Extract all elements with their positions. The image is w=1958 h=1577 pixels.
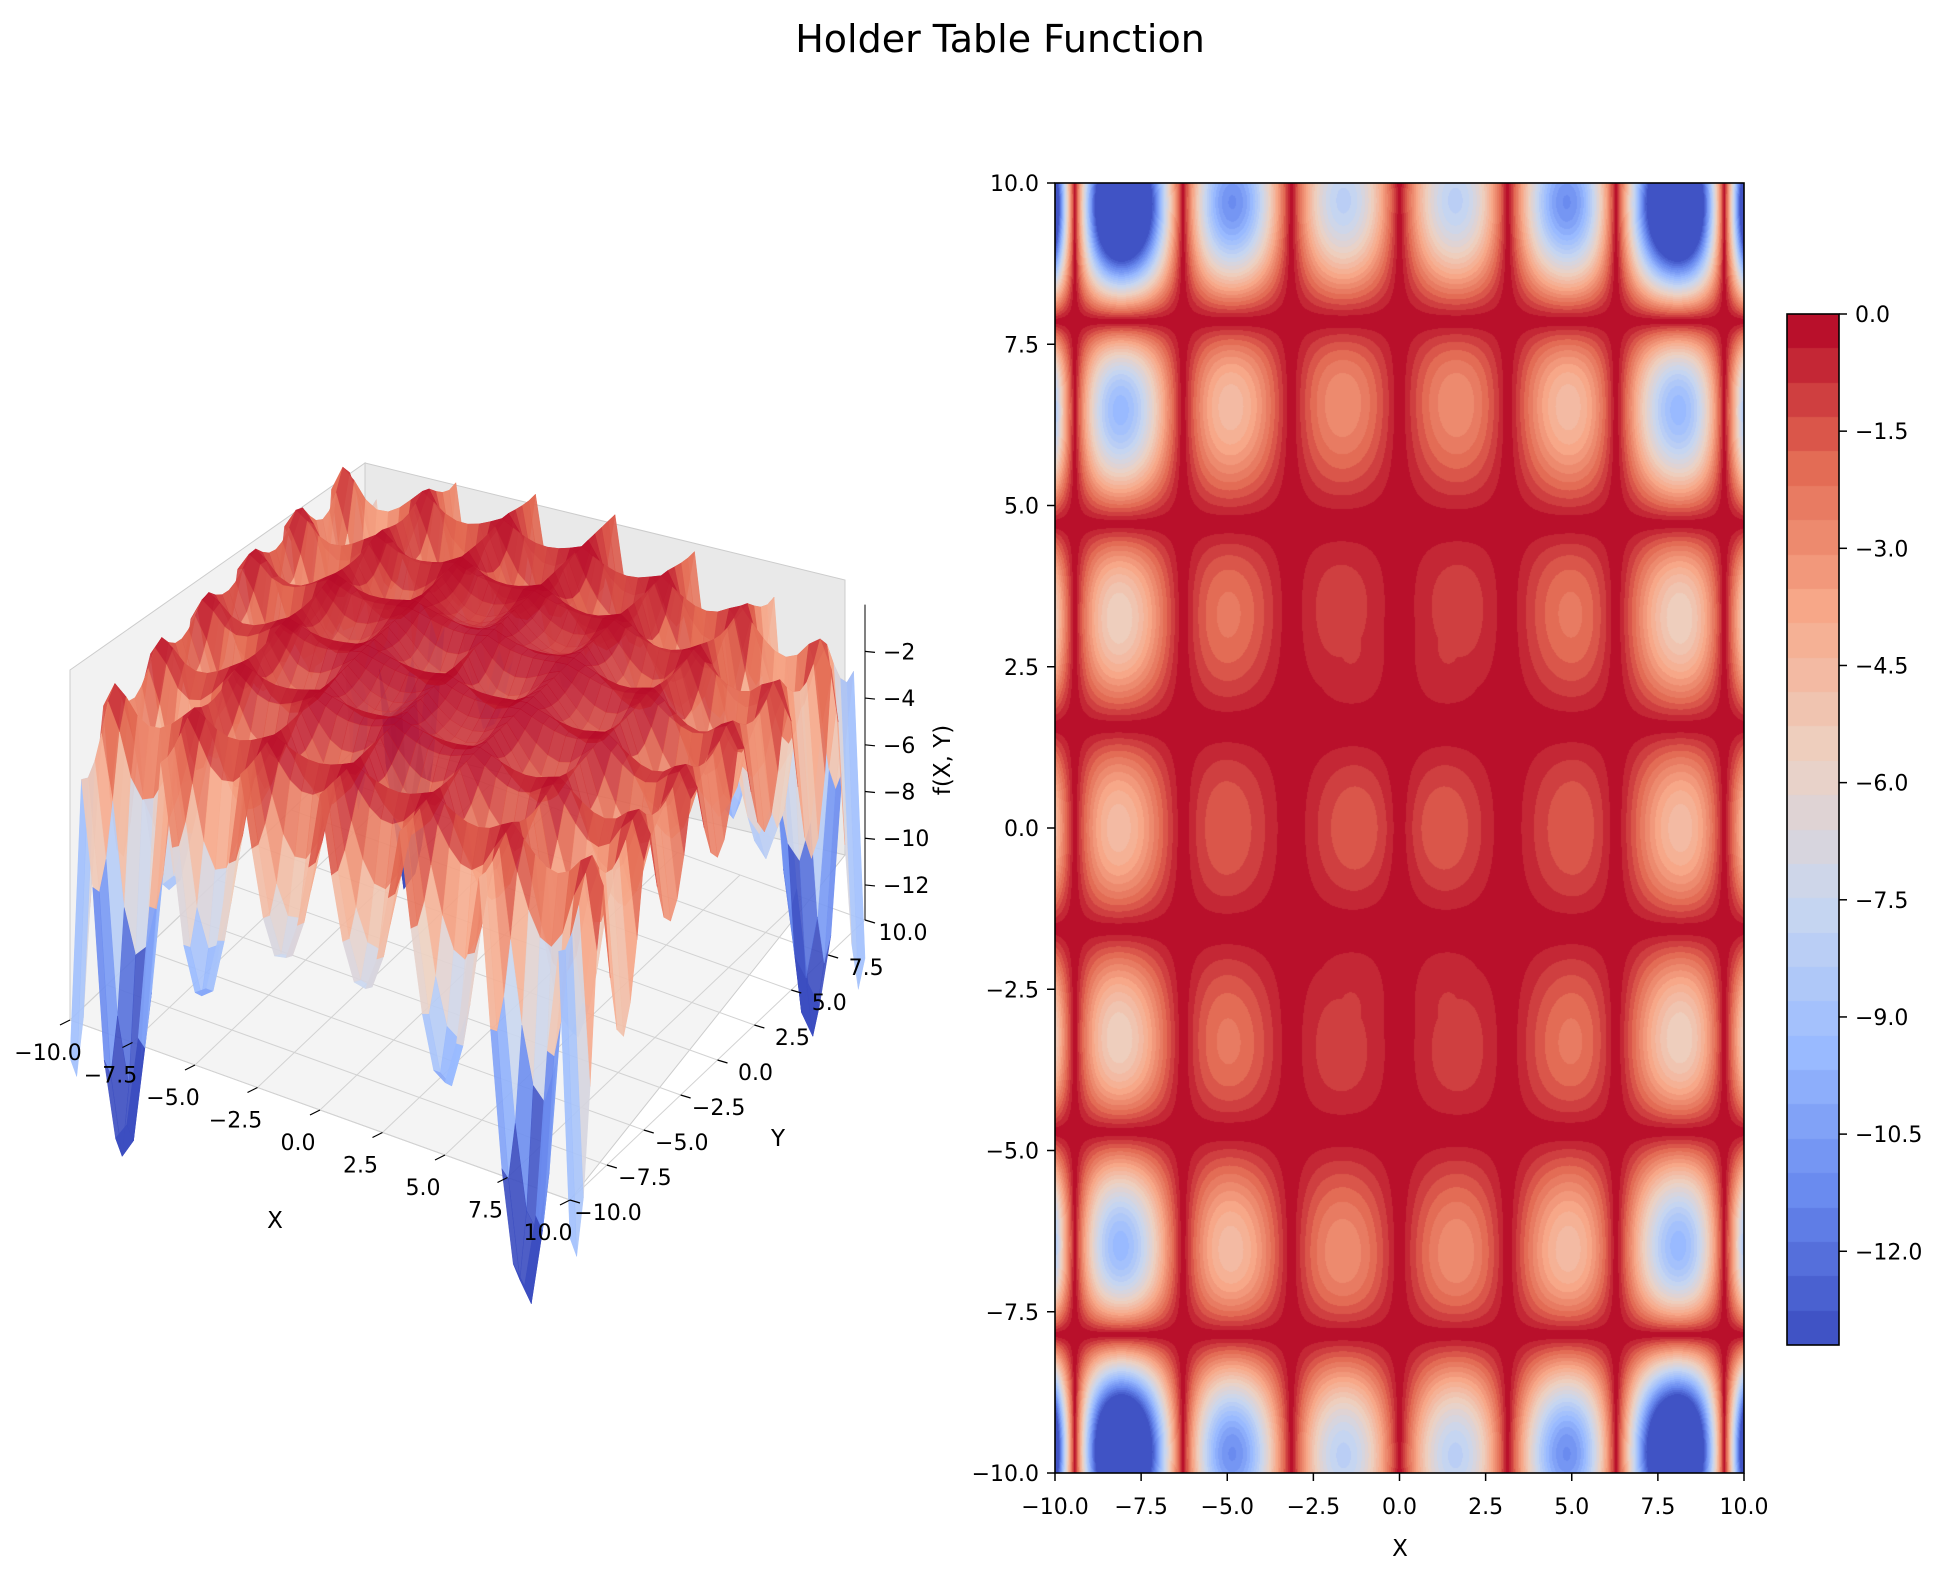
surface-z-tick-mark <box>864 790 876 794</box>
contour-heatmap <box>1055 183 1744 1473</box>
colorbar-tick-label: −6.0 <box>1855 772 1908 797</box>
x-tick-label: 7.5 <box>1640 1495 1675 1520</box>
colorbar-tick-label: −9.0 <box>1855 1006 1908 1031</box>
colorbar-ticks: 0.0 −1.5 −3.0 −4.5 −6.0 −7.5 −9.0 −10.5 −12.0 <box>1839 303 1922 1265</box>
surface-y-tick-label: 0.0 <box>738 1061 773 1086</box>
surface-x-tick-label: −7.5 <box>84 1064 137 1089</box>
surface-y-tick-mark <box>680 1094 691 1099</box>
surface-x-tick-mark <box>59 1019 71 1026</box>
x-tick-label: −5.0 <box>1201 1495 1254 1520</box>
colorbar-tick-label: −10.5 <box>1855 1123 1922 1148</box>
surface-y-axis-label: Y <box>770 1126 786 1152</box>
colorbar-tick-label: −4.5 <box>1855 654 1908 679</box>
surface-x-tick-label: 7.5 <box>468 1199 503 1224</box>
surface-z-tick-label: −12 <box>883 874 929 899</box>
surface-plot-3d: −10.0−7.5−5.0−2.50.02.55.07.510.0−10.0−7… <box>14 462 956 1305</box>
surface-y-tick-mark <box>717 1059 728 1064</box>
surface-x-tick-mark <box>372 1131 383 1139</box>
contour-plot: −10.0 −7.5 −5.0 −2.5 0.0 2.5 5.0 7.5 10.0 10.0 7.… <box>972 172 1923 1562</box>
surface-z-tick-mark <box>864 744 876 747</box>
surface-y-tick-label: 2.5 <box>775 1026 810 1051</box>
surface-z-tick-label: −8 <box>883 781 915 806</box>
y-tick-label: 2.5 <box>1004 656 1039 681</box>
surface-x-tick-label: 2.5 <box>343 1154 378 1179</box>
y-tick-label: 7.5 <box>1004 333 1039 358</box>
surface-y-tick-label: 10.0 <box>879 921 928 946</box>
surface-y-tick-mark <box>827 954 839 959</box>
colorbar-tick-label: −12.0 <box>1855 1240 1922 1265</box>
x-tick-label: 2.5 <box>1468 1495 1503 1520</box>
x-tick-label: 10.0 <box>1720 1495 1769 1520</box>
surface-mesh <box>69 466 866 1305</box>
surface-x-tick-mark <box>559 1199 571 1206</box>
surface-z-tick-mark <box>864 837 876 840</box>
surface-z-tick-label: −10 <box>883 827 929 852</box>
surface-x-tick-label: 10.0 <box>524 1221 573 1246</box>
surface-x-tick-mark <box>122 1041 133 1049</box>
surface-facet <box>558 949 577 1257</box>
surface-y-tick-label: −5.0 <box>655 1131 708 1156</box>
x-tick-label: −10.0 <box>1021 1495 1088 1520</box>
x-tick-label: −2.5 <box>1287 1495 1340 1520</box>
y-tick-label: −2.5 <box>986 978 1039 1003</box>
surface-x-tick-label: −10.0 <box>14 1041 81 1066</box>
colorbar-tick-label: −7.5 <box>1855 889 1908 914</box>
contour-y-ticks: 10.0 7.5 5.0 2.5 0.0 −2.5 −5.0 −7.5 −10.0 <box>972 172 1055 1487</box>
surface-y-tick-mark <box>864 919 876 924</box>
y-tick-label: 5.0 <box>1004 495 1039 520</box>
surface-z-tick-mark <box>864 884 876 887</box>
surface-z-tick-label: −6 <box>883 734 915 759</box>
surface-y-tick-label: 7.5 <box>849 956 884 981</box>
axes-3d: −10.0−7.5−5.0−2.50.02.55.07.510.0−10.0−7… <box>14 604 929 1246</box>
surface-x-axis-label: X <box>267 1208 283 1234</box>
surface-y-tick-mark <box>754 1024 765 1029</box>
surface-x-tick-mark <box>184 1064 196 1071</box>
surface-y-tick-label: 5.0 <box>812 991 847 1016</box>
surface-x-tick-label: −5.0 <box>146 1086 199 1111</box>
y-tick-label: 0.0 <box>1004 817 1039 842</box>
y-tick-label: 10.0 <box>990 172 1039 197</box>
surface-y-tick-mark <box>606 1164 618 1169</box>
x-tick-label: 0.0 <box>1382 1495 1417 1520</box>
surface-x-tick-label: 0.0 <box>281 1131 316 1156</box>
surface-y-tick-mark <box>791 989 802 994</box>
surface-z-tick-mark <box>864 697 876 700</box>
surface-x-tick-mark <box>434 1154 446 1161</box>
surface-x-tick-mark <box>309 1109 321 1116</box>
x-tick-label: 5.0 <box>1554 1495 1589 1520</box>
figure-title: Holder Table Function <box>795 17 1205 61</box>
surface-y-tick-label: −10.0 <box>574 1201 641 1226</box>
contour-x-ticks: −10.0 −7.5 −5.0 −2.5 0.0 2.5 5.0 7.5 10.0 <box>1021 1473 1768 1520</box>
colorbar-frame <box>1786 313 1840 1346</box>
surface-y-tick-label: −2.5 <box>692 1096 745 1121</box>
y-tick-label: −5.0 <box>986 1140 1039 1165</box>
y-tick-label: −7.5 <box>986 1301 1039 1326</box>
surface-z-tick-label: −2 <box>883 640 915 665</box>
surface-x-tick-label: −2.5 <box>209 1109 262 1134</box>
surface-z-axis-label: f(X, Y) <box>930 725 956 795</box>
floor-grid-line <box>507 897 803 1178</box>
surface-x-tick-mark <box>497 1176 508 1184</box>
colorbar-tick-label: −1.5 <box>1855 420 1908 445</box>
colorbar <box>1787 314 1839 1345</box>
surface-y-tick-mark <box>643 1129 654 1134</box>
surface-x-tick-label: 5.0 <box>406 1176 441 1201</box>
y-tick-label: −10.0 <box>972 1462 1039 1487</box>
surface-y-tick-label: −7.5 <box>618 1166 671 1191</box>
surface-z-tick-mark <box>864 650 876 653</box>
surface-x-tick-mark <box>247 1086 258 1094</box>
surface-y-tick-mark <box>569 1199 581 1204</box>
surface-z-tick-label: −4 <box>883 687 915 712</box>
colorbar-tick-label: 0.0 <box>1855 303 1890 328</box>
x-tick-label: −7.5 <box>1114 1495 1167 1520</box>
contour-x-axis-label: X <box>1392 1536 1408 1562</box>
colorbar-tick-label: −3.0 <box>1855 537 1908 562</box>
